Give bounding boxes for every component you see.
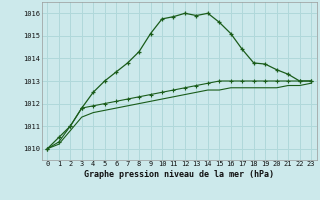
- X-axis label: Graphe pression niveau de la mer (hPa): Graphe pression niveau de la mer (hPa): [84, 170, 274, 179]
